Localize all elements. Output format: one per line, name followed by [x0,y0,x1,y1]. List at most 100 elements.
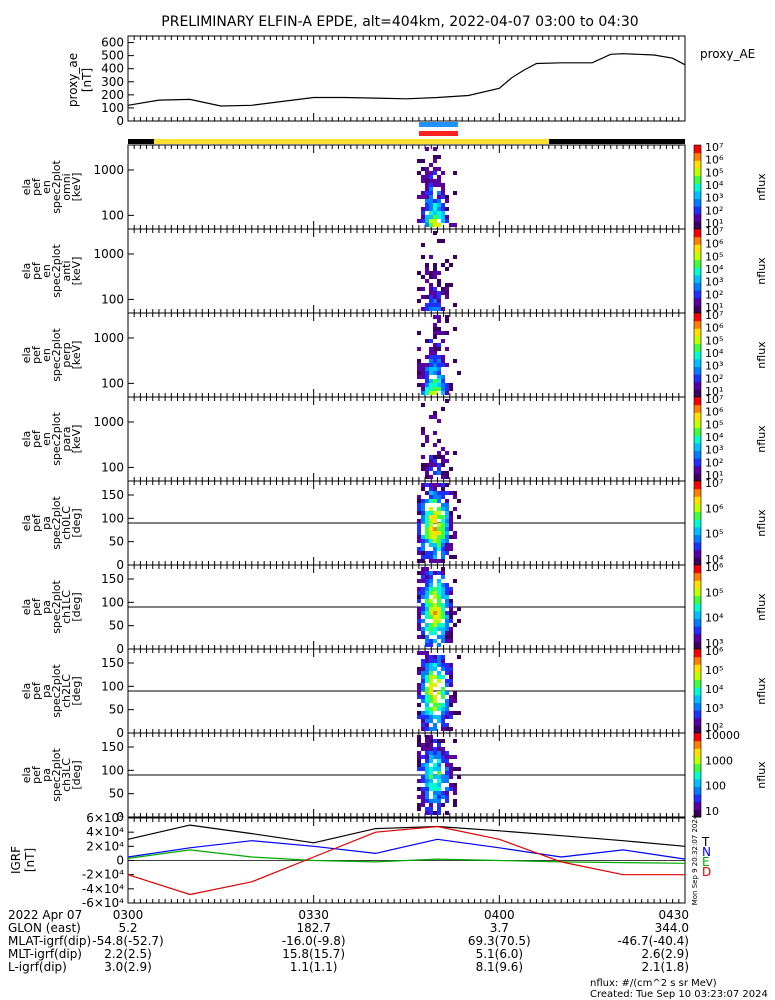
spec-pixel [441,711,445,715]
spec-pixel [437,615,441,619]
spec-pixel [429,455,433,459]
spec-pixel [425,591,429,595]
spec-pixel [421,499,425,503]
colorbar-tick-label: 10³ [705,360,723,373]
colorbar-segment [694,717,701,726]
spec-pixel [433,763,437,767]
spec-pixel [445,219,449,223]
spec-pixel [441,611,445,615]
spec-pixel [441,635,445,639]
colorbar-tick-label: 10² [705,204,723,217]
spec-pixel [433,703,437,707]
spec-pixel [453,451,457,455]
spec-pixel [425,555,429,559]
spec-pixel [429,639,433,643]
spec-pixel [449,383,453,387]
spec-pixel [437,379,441,383]
spec-pixel [441,359,445,363]
spec-pixel [429,387,433,391]
spec-pixel [429,695,433,699]
spec-pixel [445,631,449,635]
colorbar-tick-label: 10² [705,721,723,734]
colorbar-segment [694,572,701,581]
spec-pixel [421,631,425,635]
spec-pixel [425,663,429,667]
colorbar-segment [694,221,701,230]
spec-pixel [425,715,429,719]
spec-pixel [445,551,449,555]
spec-pixel [425,515,429,519]
spec-pixel [425,627,429,631]
spec-pixel [437,199,441,203]
spec-pixel [457,607,461,611]
spec-pixel [429,371,433,375]
spec-pixel [429,587,433,591]
spec-pixel [437,471,441,475]
spec-pixel [453,787,457,791]
spec-pixel [433,155,437,159]
spec-ylabel-line: pef [30,261,43,280]
spec-pixel [425,707,429,711]
spec-pixel [433,603,437,607]
spec-pixel [421,763,425,767]
spec-pixel [437,211,441,215]
spec-y-tick-label: 1000 [93,247,124,261]
spec-pixel [437,419,441,423]
spec-pixel [433,723,437,727]
spec-pixel [445,603,449,607]
spectrogram-panel-2: 1001000elapefenspec2plotperp[keV]10¹10²1… [20,309,768,398]
spec-pixel [429,747,433,751]
spec-pixel [425,371,429,375]
spec-pixel [425,603,429,607]
spec-pixel [429,499,433,503]
spec-pixel [437,371,441,375]
spec-pixel [449,639,453,643]
ae-y-tick-label: 500 [101,49,124,63]
spec-pixel [421,779,425,783]
spec-pixel [433,615,437,619]
spec-ylabel-line: anti [60,260,73,281]
colorbar-segment [694,687,701,696]
spec-pixel [421,211,425,215]
spec-pixel [429,163,433,167]
spec-pixel [433,795,437,799]
colorbar-tick-label: 10¹ [705,385,723,398]
spec-pixel [437,811,441,815]
spec-pixel [449,523,453,527]
colorbar-segment [694,167,701,177]
spec-pixel [441,211,445,215]
spec-y-tick-label: 100 [101,376,124,390]
colorbar-segment [694,458,701,467]
spec-pixel [417,299,421,303]
igrf-line-D [127,825,685,896]
spec-pixel [437,499,441,503]
spec-pixel [425,171,429,175]
spec-pixel [441,287,445,291]
spec-pixel [449,223,453,227]
colorbar-segment [694,755,701,765]
spec-ylabel-line: spec2plot [50,580,63,634]
spec-pixel [445,347,449,351]
spec-pixel [437,787,441,791]
spec-pixel [453,191,457,195]
spec-pixel [425,483,429,487]
spec-pixel [421,431,425,435]
spec-pixel [417,287,421,291]
spec-pixel [453,803,457,807]
spec-pixel [445,767,449,771]
spec-pixel [437,315,441,319]
spec-pixel [421,671,425,675]
spec-pixel [421,579,425,583]
spec-pixel [433,159,437,163]
colorbar-segment [694,740,701,749]
colorbar-segment [694,786,701,795]
spec-pixel [425,643,429,647]
colorbar-segment [694,725,701,734]
spec-pixel [429,379,433,383]
spec-pixel [437,527,441,531]
colorbar-segment [694,206,701,215]
spec-pixel [433,695,437,699]
spec-ylabel-line: pef [30,765,43,784]
